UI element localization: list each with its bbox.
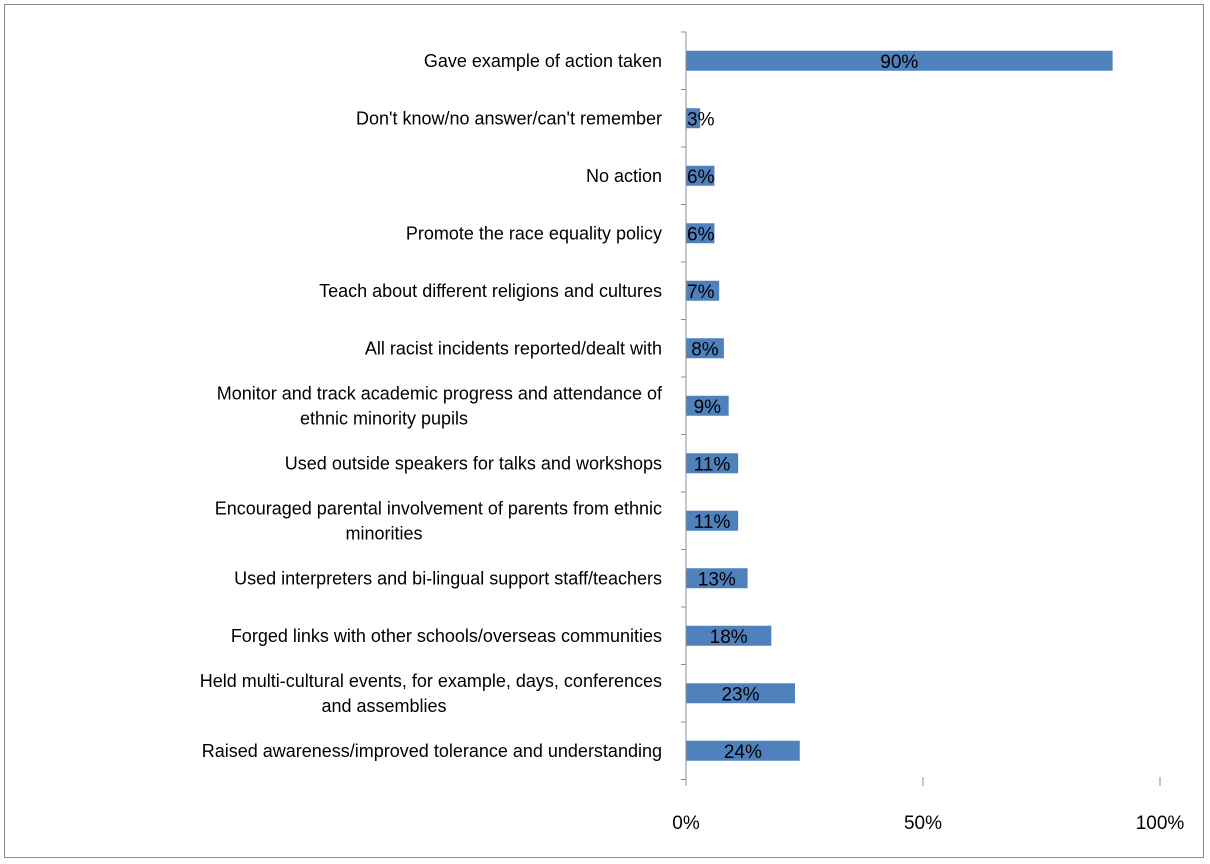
category-label: Used outside speakers for talks and work… — [285, 453, 662, 473]
data-label: 24% — [724, 742, 762, 763]
category-label: Teach about different religions and cult… — [319, 281, 662, 301]
bar — [686, 683, 796, 704]
bar — [686, 165, 715, 186]
category-label: Monitor and track academic progress and … — [217, 383, 663, 403]
category-label: Forged links with other schools/overseas… — [231, 626, 662, 646]
bar — [686, 625, 772, 646]
data-label: 23% — [721, 684, 759, 705]
category-label: No action — [586, 166, 662, 186]
category-label: minorities — [345, 523, 422, 543]
category-label: ethnic minority pupils — [300, 408, 468, 428]
axis-layer — [681, 31, 1161, 786]
data-label: 9% — [694, 397, 722, 418]
category-label: Used interpreters and bi-lingual support… — [234, 568, 662, 588]
data-label: 13% — [698, 569, 736, 590]
bar — [686, 338, 724, 359]
category-label: Raised awareness/improved tolerance and … — [202, 741, 662, 761]
bar — [686, 740, 800, 761]
x-tick-label: 0% — [672, 813, 700, 834]
data-label: 7% — [687, 282, 715, 303]
category-label: Gave example of action taken — [424, 51, 662, 71]
category-label: Don't know/no answer/can't remember — [356, 108, 662, 128]
x-tick-label: 100% — [1136, 813, 1185, 834]
bars-layer — [686, 50, 1113, 761]
x-tick-label: 50% — [904, 813, 942, 834]
labels-layer: 90% Gave example of action taken 3% Don't k… — [200, 51, 1185, 834]
category-label: Promote the race equality policy — [406, 223, 662, 243]
bar — [686, 510, 739, 531]
category-label: and assemblies — [321, 696, 446, 716]
category-label: Held multi-cultural events, for example,… — [200, 671, 662, 691]
category-label: All racist incidents reported/dealt with — [365, 338, 662, 358]
chart-frame — [4, 4, 1204, 858]
bar — [686, 108, 701, 129]
bar — [686, 223, 715, 244]
data-label: 3% — [687, 109, 715, 130]
data-label: 6% — [687, 224, 715, 245]
data-label: 8% — [691, 339, 719, 360]
data-label: 90% — [880, 52, 918, 73]
bar — [686, 50, 1113, 71]
bar — [686, 395, 729, 416]
data-label: 18% — [710, 627, 748, 648]
category-label: Encouraged parental involvement of paren… — [215, 498, 662, 518]
data-label: 6% — [687, 167, 715, 188]
bar — [686, 453, 739, 474]
bar — [686, 280, 720, 301]
data-label: 11% — [694, 454, 731, 475]
data-label: 11% — [694, 512, 731, 533]
bar — [686, 568, 748, 589]
